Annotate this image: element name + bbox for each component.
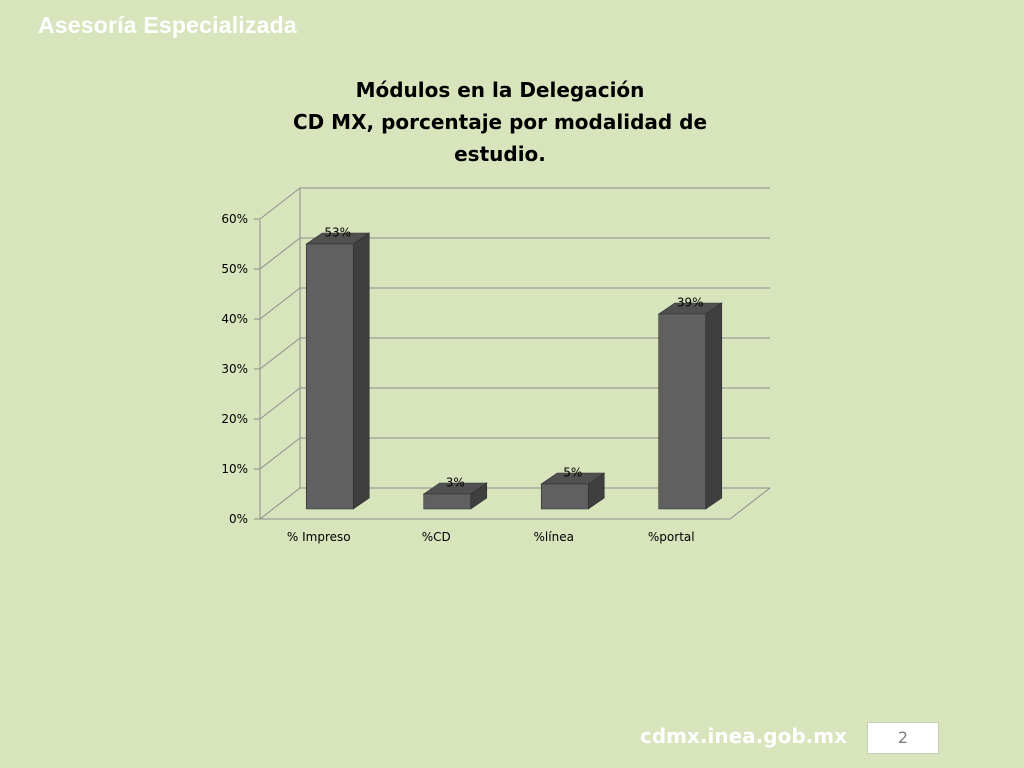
bar-1 xyxy=(305,232,371,510)
page-number: 2 xyxy=(867,722,939,754)
bar-front xyxy=(423,493,472,510)
x-category-label: %línea xyxy=(534,530,574,544)
bar-front xyxy=(305,243,354,510)
footer-url: cdmx.inea.gob.mx xyxy=(640,724,847,748)
gridline-side xyxy=(259,437,301,470)
bar-3 xyxy=(540,472,606,510)
chart-title: Módulos en la Delegación CD MX, porcenta… xyxy=(250,74,750,170)
y-tick-label: 30% xyxy=(221,362,248,376)
gridline-side xyxy=(259,287,301,320)
bar-2 xyxy=(422,482,488,510)
x-category-label: %CD xyxy=(422,530,451,544)
gridline-side xyxy=(259,187,301,220)
chart-title-line-2: CD MX, porcentaje por modalidad de xyxy=(292,110,708,134)
bar-front xyxy=(540,483,589,510)
data-label: 3% xyxy=(446,476,465,490)
bar-front xyxy=(658,313,707,510)
data-label: 39% xyxy=(677,296,704,310)
gridline-side xyxy=(259,337,301,370)
data-label: 5% xyxy=(563,466,582,480)
bar-4 xyxy=(657,302,723,510)
gridline-side xyxy=(259,237,301,270)
y-tick-label: 40% xyxy=(221,312,248,326)
data-label: 53% xyxy=(324,226,351,240)
y-tick-label: 10% xyxy=(221,462,248,476)
floor-right-edge xyxy=(729,487,771,520)
y-tick-label: 50% xyxy=(221,262,248,276)
chart-title-line-3: estudio. xyxy=(454,142,546,166)
y-tick-label: 60% xyxy=(221,212,248,226)
x-category-label: % Impreso xyxy=(287,530,351,544)
gridline-side xyxy=(259,487,301,520)
y-tick-label: 0% xyxy=(229,512,248,526)
gridline-side xyxy=(259,387,301,420)
slide-header-title: Asesoría Especializada xyxy=(38,12,297,38)
bar-side xyxy=(705,302,723,510)
x-category-label: %portal xyxy=(648,530,695,544)
bar-side xyxy=(352,232,370,510)
y-tick-label: 20% xyxy=(221,412,248,426)
chart-title-line-1: Módulos en la Delegación xyxy=(355,78,645,102)
